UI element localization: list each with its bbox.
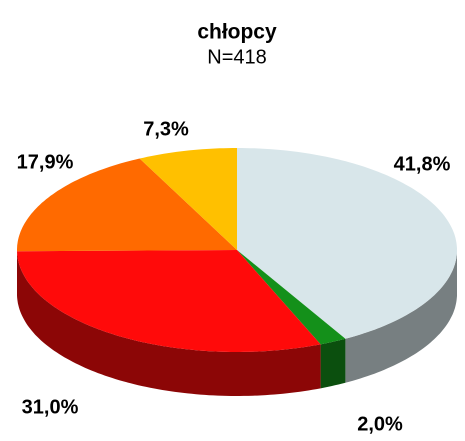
chart-subtitle: N=418 (207, 46, 267, 68)
slice (17, 250, 321, 352)
data-label: 2,0% (357, 413, 403, 435)
data-label: 17,9% (17, 151, 74, 173)
slice (237, 250, 346, 345)
slice-side (17, 251, 321, 396)
slice (17, 158, 237, 252)
slice (237, 148, 457, 339)
chart-title: chłopcy (197, 21, 277, 44)
slice-side (345, 250, 457, 383)
data-label: 7,3% (143, 118, 189, 140)
data-label: 31,0% (22, 396, 79, 418)
data-label: 41,8% (394, 153, 451, 175)
slice-side (320, 338, 346, 389)
slice (139, 148, 237, 250)
